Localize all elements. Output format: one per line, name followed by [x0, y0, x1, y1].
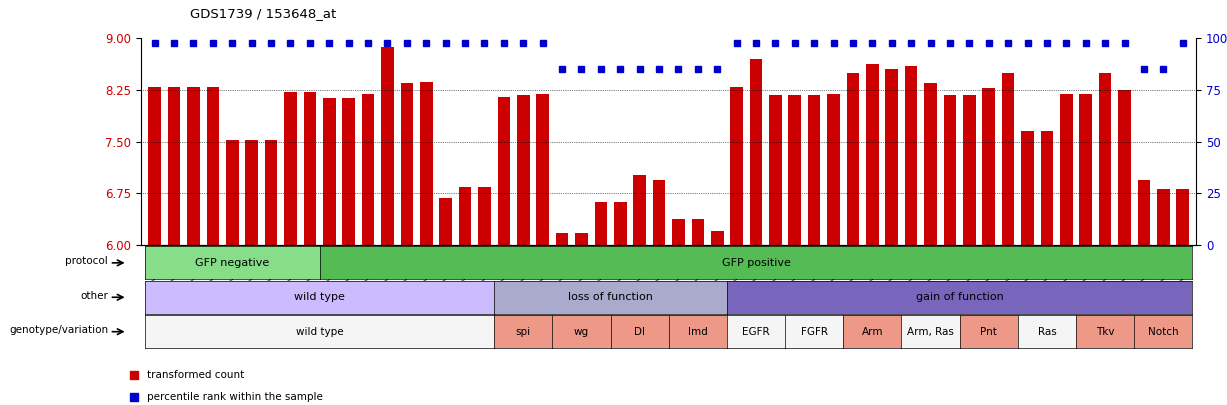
Bar [633, 175, 645, 245]
Bar [517, 95, 530, 245]
Bar [303, 92, 317, 245]
Text: GFP positive: GFP positive [721, 258, 790, 268]
Text: wg: wg [574, 327, 589, 337]
Bar [750, 59, 762, 245]
Bar [265, 141, 277, 245]
Bar [769, 95, 782, 245]
Bar [420, 82, 433, 245]
Bar [1040, 131, 1053, 245]
Text: wild type: wild type [296, 327, 344, 337]
Bar [653, 180, 665, 245]
Bar [188, 87, 200, 245]
Text: Tkv: Tkv [1096, 327, 1114, 337]
Text: GDS1739 / 153648_at: GDS1739 / 153648_at [190, 7, 336, 20]
Bar [362, 94, 374, 245]
Bar [730, 87, 742, 245]
Bar [148, 87, 161, 245]
Bar [692, 219, 704, 245]
Text: protocol: protocol [65, 256, 108, 266]
Text: loss of function: loss of function [568, 292, 653, 302]
Bar [479, 187, 491, 245]
Bar [924, 83, 937, 245]
Bar [1021, 131, 1034, 245]
Bar [789, 95, 801, 245]
Text: Dl: Dl [634, 327, 645, 337]
Bar [672, 219, 685, 245]
Bar [595, 202, 607, 245]
Bar [1099, 73, 1112, 245]
Bar [1157, 189, 1169, 245]
Bar [575, 232, 588, 245]
Bar [168, 87, 180, 245]
Bar [1177, 189, 1189, 245]
Bar [497, 97, 510, 245]
Text: Ras: Ras [1038, 327, 1056, 337]
Bar [847, 73, 859, 245]
Bar [614, 202, 627, 245]
Bar [983, 88, 995, 245]
Text: gain of function: gain of function [915, 292, 1004, 302]
Bar [1118, 90, 1131, 245]
Bar [1137, 180, 1150, 245]
Bar [886, 70, 898, 245]
Bar [206, 87, 220, 245]
Bar [323, 98, 335, 245]
Bar [556, 232, 568, 245]
Text: percentile rank within the sample: percentile rank within the sample [146, 392, 323, 402]
Text: FGFR: FGFR [801, 327, 828, 337]
Text: Arm, Ras: Arm, Ras [907, 327, 955, 337]
Bar [827, 94, 840, 245]
Bar [807, 95, 821, 245]
Bar [400, 83, 413, 245]
Text: EGFR: EGFR [742, 327, 769, 337]
Bar [1080, 94, 1092, 245]
Bar [245, 141, 258, 245]
Text: other: other [80, 291, 108, 301]
Bar [963, 95, 975, 245]
Text: transformed count: transformed count [146, 370, 244, 380]
Bar [944, 95, 956, 245]
Bar [904, 66, 918, 245]
Bar [459, 187, 471, 245]
Bar [342, 98, 355, 245]
Text: spi: spi [515, 327, 531, 337]
Text: GFP negative: GFP negative [195, 258, 270, 268]
Text: genotype/variation: genotype/variation [9, 325, 108, 335]
Text: wild type: wild type [294, 292, 345, 302]
Bar [866, 64, 879, 245]
Bar [1002, 73, 1015, 245]
Bar [226, 141, 238, 245]
Text: Pnt: Pnt [980, 327, 998, 337]
Bar [536, 94, 548, 245]
Bar [1060, 94, 1072, 245]
Bar [439, 198, 452, 245]
Text: Notch: Notch [1148, 327, 1179, 337]
Bar [285, 92, 297, 245]
Text: Arm: Arm [861, 327, 883, 337]
Bar [382, 47, 394, 245]
Text: Imd: Imd [688, 327, 708, 337]
Bar [710, 231, 724, 245]
